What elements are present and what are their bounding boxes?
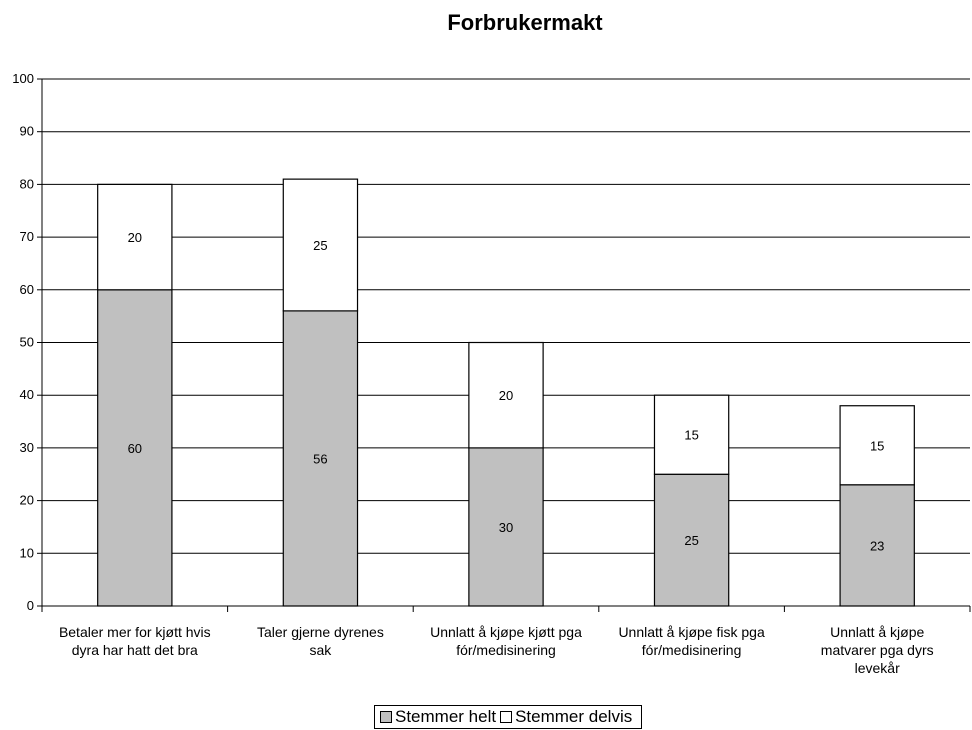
x-tick-label-2-line-1: fór/medisinering: [456, 642, 556, 658]
data-label-1-0: 20: [128, 230, 142, 245]
chart-title: Forbrukermakt: [447, 10, 603, 35]
bar-1-1: [282, 178, 359, 312]
stacked-bar-chart: 60 20 56 25 30 20 25 15 23 15 0 10 20 30 40 50 60 70 80 90…: [12, 71, 971, 676]
x-tick-label-3-line-1: fór/medisinering: [642, 642, 742, 658]
legend-label-series-1: Stemmer delvis: [515, 707, 633, 726]
y-tick-label-100: 100: [12, 71, 34, 86]
y-tick-label-50: 50: [20, 335, 34, 350]
data-label-1-1: 25: [313, 238, 327, 253]
y-tick-label-0: 0: [27, 598, 34, 613]
data-label-0-0: 60: [128, 441, 142, 456]
data-label-0-2: 30: [499, 520, 513, 535]
legend-item-series-1: Stemmer delvis: [500, 707, 632, 727]
data-label-0-1: 56: [313, 451, 327, 466]
bar-1-2: [468, 341, 544, 449]
x-tick-label-4-line-2: levekår: [855, 660, 900, 676]
x-tick-label-0-line-0: Betaler mer for kjøtt hvis: [59, 624, 211, 640]
y-tick-label-10: 10: [20, 545, 34, 560]
y-tick-label-90: 90: [20, 124, 34, 139]
y-tick-label-60: 60: [20, 282, 34, 297]
bar-0-0: [97, 289, 173, 607]
x-tick-label-1-line-0: Taler gjerne dyrenes: [257, 624, 384, 640]
data-label-1-3: 15: [684, 428, 698, 443]
bar-0-1: [282, 310, 359, 607]
bars: 60 20 56 25 30 20 25 15 23 15: [97, 178, 915, 607]
x-tick-label-4: Unnlatt å kjøpe matvarer pga dyrs levekår: [821, 624, 934, 676]
y-tick-label-40: 40: [20, 387, 34, 402]
bar-0-2: [468, 447, 544, 607]
legend-label-series-0: Stemmer helt: [395, 707, 497, 726]
bar-1-3: [653, 394, 730, 475]
bar-0-3: [653, 473, 730, 607]
legend-swatch-series-0: [380, 711, 392, 723]
y-tick-label-70: 70: [20, 229, 34, 244]
data-label-0-4: 23: [870, 538, 884, 553]
y-tick-label-20: 20: [20, 493, 34, 508]
bar-1-4: [839, 405, 915, 486]
bar-1-0: [97, 183, 173, 291]
x-tick-label-4-line-0: Unnlatt å kjøpe: [830, 624, 924, 640]
x-tick-label-2: Unnlatt å kjøpe kjøtt pga fór/medisinerin…: [430, 624, 582, 658]
legend-swatch-series-1: [500, 711, 513, 723]
data-label-1-4: 15: [870, 438, 884, 453]
x-tick-label-0: Betaler mer for kjøtt hvis dyra har hatt …: [59, 624, 211, 658]
x-tick-label-1-line-1: sak: [310, 642, 333, 658]
data-label-1-2: 20: [499, 388, 513, 403]
y-tick-label-80: 80: [20, 176, 34, 191]
y-tick-label-30: 30: [20, 440, 34, 455]
x-tick-label-3-line-0: Unnlatt å kjøpe fisk pga: [618, 624, 765, 640]
axes: 0 10 20 30 40 50 60 70 80 90 100 Betaler mer for kj…: [12, 71, 971, 676]
x-tick-label-3: Unnlatt å kjøpe fisk pga fór/medisinering: [618, 624, 765, 658]
data-label-0-3: 25: [684, 533, 698, 548]
x-tick-label-4-line-1: matvarer pga dyrs: [821, 642, 934, 658]
legend-item-series-0: Stemmer helt: [380, 707, 496, 727]
legend: Stemmer helt Stemmer delvis: [374, 705, 643, 729]
x-tick-label-1: Taler gjerne dyrenes sak: [257, 624, 384, 658]
x-tick-label-2-line-0: Unnlatt å kjøpe kjøtt pga: [430, 624, 582, 640]
bar-0-4: [839, 484, 915, 607]
x-tick-label-0-line-1: dyra har hatt det bra: [72, 642, 198, 658]
